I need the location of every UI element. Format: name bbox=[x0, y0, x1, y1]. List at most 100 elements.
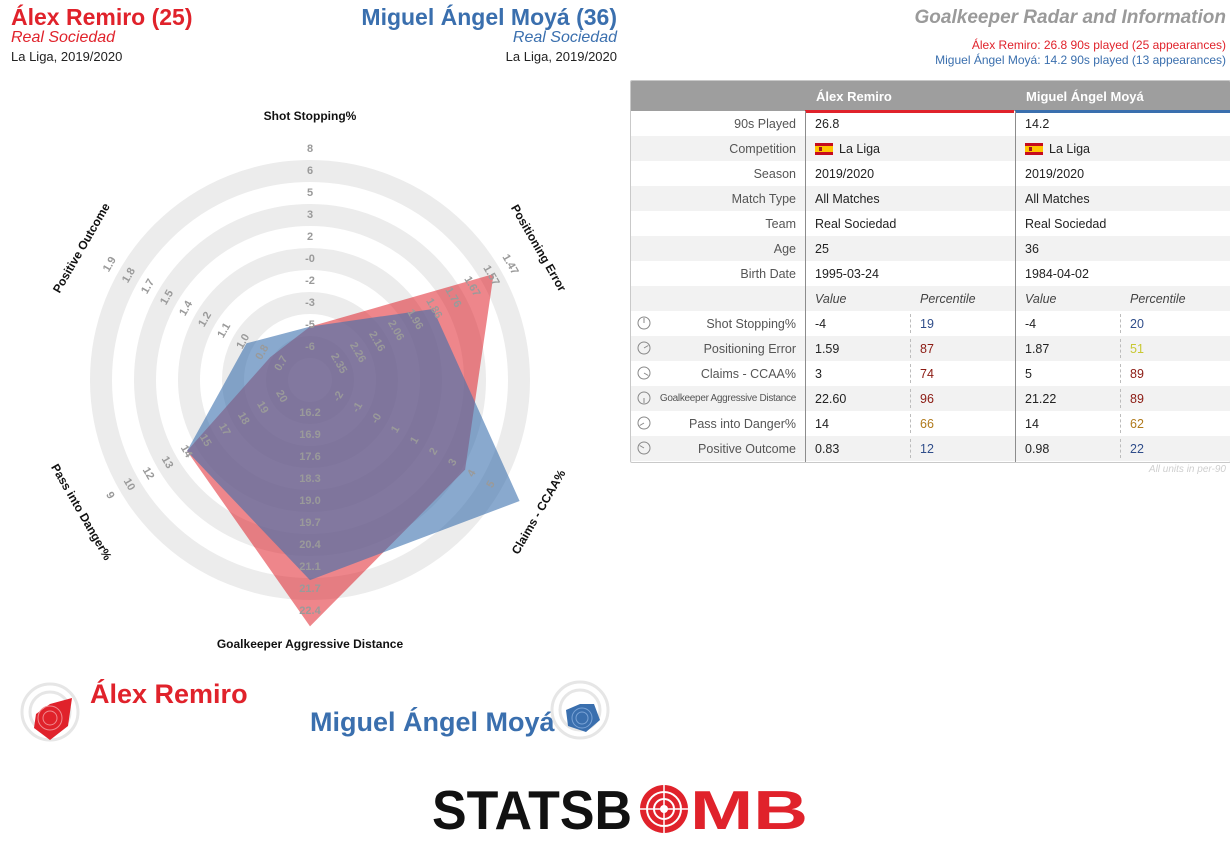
player1-value: 3 bbox=[815, 367, 822, 381]
radar-axis-label: Pass into Danger% bbox=[48, 461, 115, 562]
player1-value: 26.8 bbox=[815, 117, 840, 131]
radar-tick-label: -3 bbox=[305, 297, 315, 309]
row-label: Competition bbox=[729, 142, 796, 156]
row-label: 90s Played bbox=[734, 117, 796, 131]
radar-tick-label: 19.0 bbox=[299, 495, 320, 507]
radar-tick-label: 21.7 bbox=[299, 583, 320, 595]
table-row: Competition La Liga La Liga bbox=[631, 136, 1230, 161]
legend-player1: Álex Remiro bbox=[90, 679, 248, 709]
radar-tick-label: 1 bbox=[408, 435, 421, 446]
shot-stopping-icon bbox=[637, 316, 651, 330]
radar-tick-label: 15 bbox=[197, 432, 214, 449]
player2-percentile: 89 bbox=[1130, 392, 1144, 406]
player1-percentile: 12 bbox=[920, 442, 934, 456]
radar-tick-label: 20.4 bbox=[299, 539, 321, 551]
player2-value: Real Sociedad bbox=[1025, 217, 1107, 231]
table-row: Team Real Sociedad Real Sociedad bbox=[631, 211, 1230, 236]
player2-value: 21.22 bbox=[1025, 392, 1057, 406]
radar-tick-label: -5 bbox=[305, 319, 315, 331]
dashed-divider bbox=[1120, 364, 1121, 383]
radar-tick-label: 16.2 bbox=[299, 407, 320, 419]
dashed-divider bbox=[910, 314, 911, 333]
radar-tick-label: 12 bbox=[140, 465, 157, 482]
table-row: Pass into Danger% 14 66 14 62 bbox=[631, 411, 1230, 436]
table-row: 90s Played 26.8 14.2 bbox=[631, 111, 1230, 136]
dashed-divider bbox=[910, 414, 911, 433]
radar-axis-label: Claims - CCAA% bbox=[509, 467, 569, 557]
player2-value: -4 bbox=[1025, 317, 1037, 331]
player1-value: 1.59 bbox=[815, 342, 840, 356]
player1-title: Álex Remiro (25) bbox=[11, 4, 193, 30]
radar-tick-label: 19 bbox=[254, 399, 271, 416]
player1-percentile: 66 bbox=[920, 417, 934, 431]
table-row: Age 25 36 bbox=[631, 236, 1230, 261]
row-label: Season bbox=[753, 167, 796, 181]
radar-tick-label: 16.9 bbox=[299, 429, 320, 441]
radar-tick-label: 1.4 bbox=[177, 298, 195, 318]
radar-chart: -6-5-3-2-0235682.352.262.162.061.961.861… bbox=[48, 109, 569, 651]
radar-tick-label: 5 bbox=[484, 479, 497, 490]
radar-tick-label: 8 bbox=[307, 143, 313, 155]
dashed-divider bbox=[910, 364, 911, 383]
header-player1: Álex Remiro bbox=[816, 89, 892, 104]
info-table: Álex Remiro Miguel Ángel Moyá 90s Played… bbox=[630, 80, 1230, 463]
radar-polygons bbox=[187, 274, 520, 627]
target-icon bbox=[640, 785, 688, 833]
player1-value: Real Sociedad bbox=[815, 217, 897, 231]
header-player2: Miguel Ángel Moyá bbox=[1026, 89, 1144, 104]
player2-underline bbox=[1015, 110, 1230, 113]
player1-percentile: 74 bbox=[920, 367, 934, 381]
player2-value: 36 bbox=[1025, 242, 1039, 256]
player1-value: 0.83 bbox=[815, 442, 840, 456]
radar-tick-label: 17 bbox=[216, 421, 233, 438]
dashed-divider bbox=[910, 339, 911, 358]
table-row: Positive Outcome 0.83 12 0.98 22 bbox=[631, 436, 1230, 461]
value-header: Value bbox=[815, 292, 847, 306]
table-row: Birth Date 1995-03-24 1984-04-02 bbox=[631, 261, 1230, 286]
radar-tick-label: 18.3 bbox=[299, 473, 320, 485]
pass-danger-icon bbox=[637, 416, 651, 430]
radar-tick-label: 10 bbox=[121, 476, 138, 493]
svg-text:MB: MB bbox=[690, 783, 808, 835]
player2-played-summary: Miguel Ángel Moyá: 14.2 90s played (13 a… bbox=[935, 53, 1226, 67]
radar-tick-label: 17.6 bbox=[299, 451, 320, 463]
player2-percentile: 20 bbox=[1130, 317, 1144, 331]
player1-value: 25 bbox=[815, 242, 829, 256]
table-row: Shot Stopping% -4 19 -4 20 bbox=[631, 311, 1230, 336]
radar-axis-label: Shot Stopping% bbox=[264, 109, 357, 123]
player2-competition: La Liga, 2019/2020 bbox=[505, 49, 617, 64]
table-row: Match Type All Matches All Matches bbox=[631, 186, 1230, 211]
player2-value: 2019/2020 bbox=[1025, 167, 1085, 181]
legend-player2: Miguel Ángel Moyá bbox=[310, 707, 555, 737]
radar-tick-label: 2 bbox=[427, 446, 440, 457]
statsbomb-logo: STATSB MB bbox=[432, 783, 808, 835]
table-row: Positioning Error 1.59 87 1.87 51 bbox=[631, 336, 1230, 361]
radar-tick-label: 1.7 bbox=[139, 277, 157, 296]
player1-value: 14 bbox=[815, 417, 829, 431]
table-row: Season 2019/2020 2019/2020 bbox=[631, 161, 1230, 186]
dashed-divider bbox=[1120, 414, 1121, 433]
row-label: Positive Outcome bbox=[698, 442, 796, 456]
aggressive-distance-icon bbox=[637, 391, 651, 405]
dashed-divider bbox=[1120, 339, 1121, 358]
column-divider bbox=[1015, 111, 1016, 462]
table-row: Value Percentile Value Percentile bbox=[631, 286, 1230, 311]
claims-icon bbox=[637, 366, 651, 380]
player2-value: 14 bbox=[1025, 417, 1039, 431]
player2-percentile: 62 bbox=[1130, 417, 1144, 431]
dashed-divider bbox=[910, 439, 911, 458]
percentile-header: Percentile bbox=[920, 292, 976, 306]
radar-tick-label: 3 bbox=[307, 209, 313, 221]
dashed-divider bbox=[910, 389, 911, 408]
radar-tick-label: 1.1 bbox=[215, 321, 233, 340]
player1-value: La Liga bbox=[815, 142, 880, 156]
radar-info-title: Goalkeeper Radar and Information bbox=[914, 7, 1226, 28]
units-note: All units in per-90 bbox=[1148, 464, 1226, 475]
player2-value: 1.87 bbox=[1025, 342, 1050, 356]
radar-tick-label: 6 bbox=[307, 165, 313, 177]
radar-tick-label: 19.7 bbox=[299, 517, 320, 529]
table-row: Goalkeeper Aggressive Distance 22.60 96 21.… bbox=[631, 386, 1230, 411]
dashed-divider bbox=[1120, 389, 1121, 408]
player1-value: 22.60 bbox=[815, 392, 847, 406]
radar-tick-label: 5 bbox=[307, 187, 313, 199]
